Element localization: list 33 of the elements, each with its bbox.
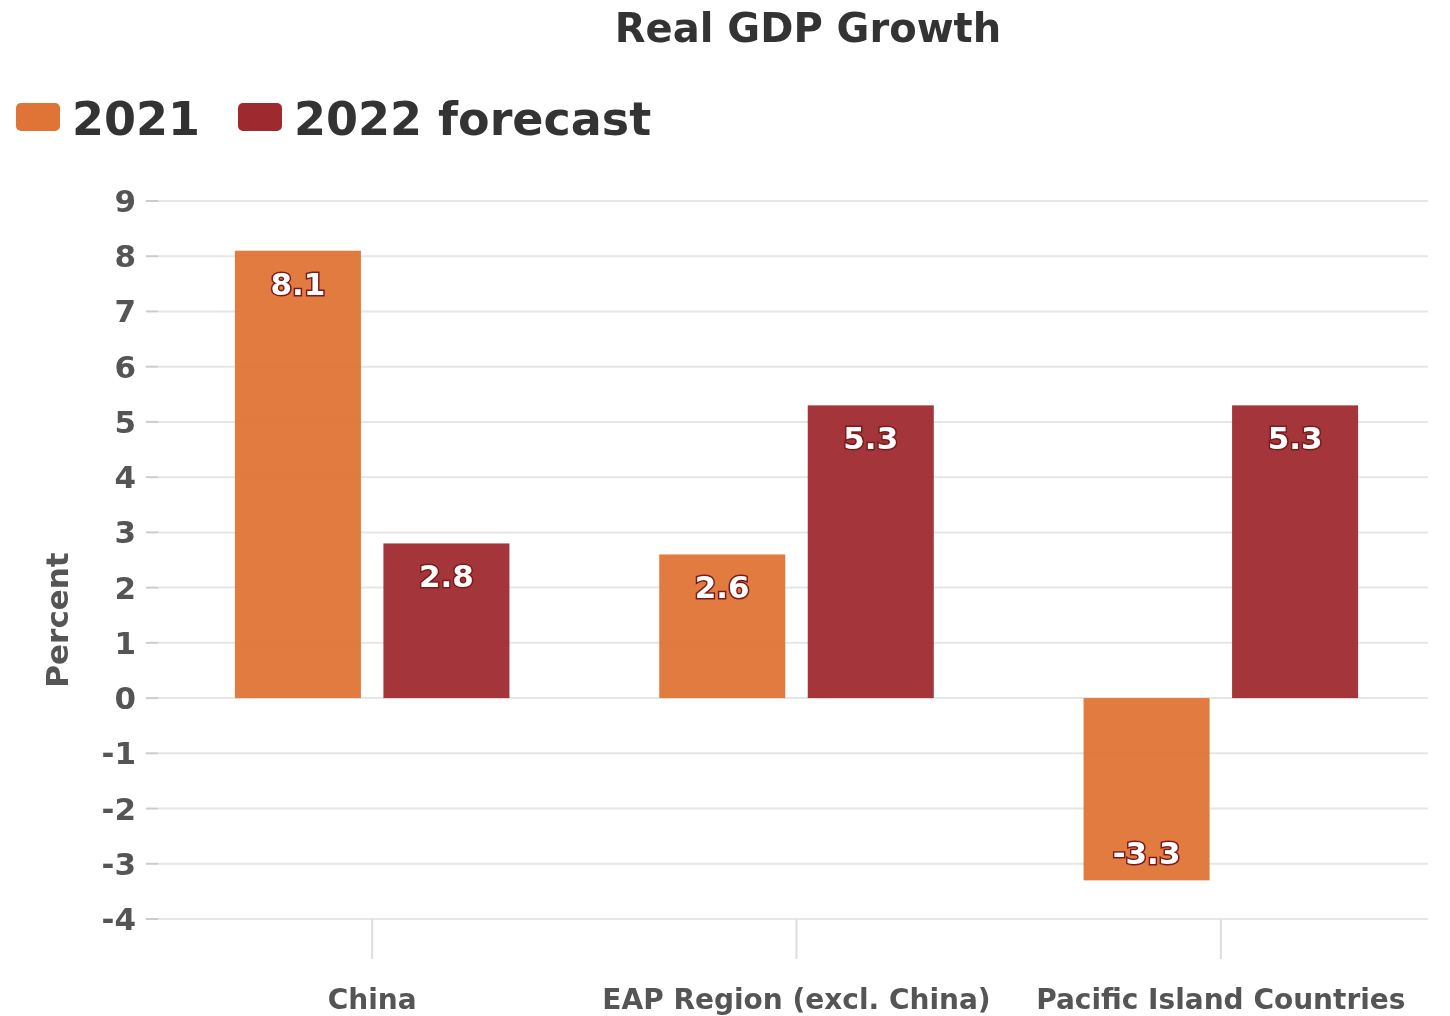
y-tick-label: 2 [114, 569, 136, 606]
y-tick-label: 1 [114, 624, 136, 661]
x-tick-label: EAP Region (excl. China) [602, 983, 991, 1016]
bar [383, 543, 510, 699]
y-tick-label: 4 [114, 459, 136, 496]
data-label: -3.3 [1112, 835, 1181, 872]
y-tick-label: -1 [101, 735, 136, 772]
data-label: 2.8 [418, 558, 474, 595]
y-axis-title: Percent [39, 552, 75, 688]
x-tick-label: China [327, 983, 417, 1016]
y-tick-label: 9 [114, 183, 136, 219]
data-label: 5.3 [843, 420, 899, 457]
bar [1232, 405, 1359, 699]
data-label: 2.6 [694, 569, 750, 606]
data-label: 8.1 [270, 265, 326, 302]
y-tick-label: -4 [101, 901, 136, 937]
chart-title: Real GDP Growth [614, 5, 1002, 51]
y-tick-label: 3 [114, 514, 136, 551]
data-label: 5.3 [1267, 420, 1323, 457]
y-tick-label: 6 [114, 348, 136, 385]
y-tick-label: 8 [114, 238, 136, 275]
y-tick-label: -3 [101, 845, 136, 882]
legend-label: 2021 [72, 92, 201, 146]
bar [234, 250, 361, 699]
x-tick-label: Pacific Island Countries [1036, 983, 1406, 1016]
y-tick-label: 5 [114, 403, 136, 440]
y-tick-label: 7 [114, 293, 136, 330]
y-tick-label: -2 [101, 790, 136, 827]
y-tick-label: 0 [114, 680, 136, 717]
bar [807, 405, 934, 699]
legend-label: 2022 forecast [294, 92, 652, 146]
bar [659, 554, 786, 699]
bar [1083, 698, 1210, 881]
